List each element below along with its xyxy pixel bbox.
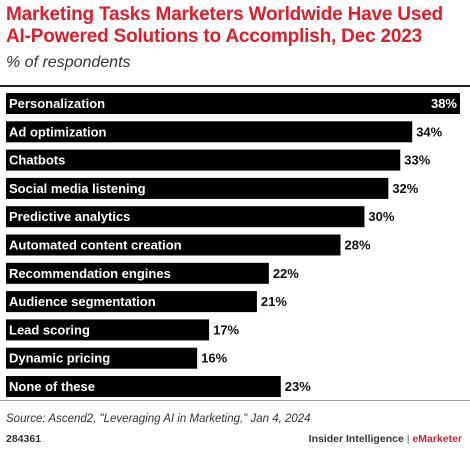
brand-insider-intelligence: Insider Intelligence — [308, 433, 404, 445]
category-label-chatbots: Chatbots — [9, 153, 65, 168]
bar-audience-segmentation — [6, 291, 257, 313]
value-label-social-media-listening: 32% — [392, 181, 418, 196]
chart-title: Marketing Tasks Marketers Worldwide Have… — [6, 4, 443, 47]
source-note: Source: Ascend2, "Leveraging AI in Marke… — [6, 413, 311, 425]
top-rule — [0, 85, 470, 87]
brand-emarketer: eMarketer — [412, 433, 462, 445]
category-label-ad-optimization: Ad optimization — [9, 124, 107, 139]
value-label-lead-scoring: 17% — [213, 322, 239, 337]
category-label-none-of-these: None of these — [9, 379, 95, 394]
category-label-audience-segmentation: Audience segmentation — [9, 294, 156, 309]
bar-chart: Personalization 38% Ad optimization 34% Chat… — [6, 93, 460, 397]
brand-separator: | — [406, 433, 410, 445]
chart-subtitle: % of respondents — [6, 54, 131, 71]
brand-footer: Insider Intelligence | eMarketer — [309, 433, 462, 445]
category-label-personalization: Personalization — [9, 96, 105, 111]
bar-automated-content-creation — [6, 234, 341, 256]
value-label-automated-content-creation: 28% — [345, 238, 371, 253]
value-label-ad-optimization: 34% — [416, 124, 442, 139]
value-label-chatbots: 33% — [404, 153, 430, 168]
bar-predictive-analytics — [6, 206, 365, 228]
value-label-predictive-analytics: 30% — [368, 209, 394, 224]
value-label-audience-segmentation: 21% — [261, 294, 287, 309]
value-label-recommendation-engines: 22% — [273, 266, 299, 281]
bar-social-media-listening — [6, 177, 389, 199]
chart-id: 284361 — [6, 433, 42, 445]
category-label-recommendation-engines: Recommendation engines — [9, 266, 171, 281]
category-label-lead-scoring: Lead scoring — [9, 322, 90, 337]
category-label-predictive-analytics: Predictive analytics — [9, 209, 130, 224]
bar-personalization — [6, 93, 460, 114]
bottom-rule — [0, 400, 470, 401]
bar-none-of-these — [6, 376, 281, 397]
category-label-automated-content-creation: Automated content creation — [9, 238, 182, 253]
bar-ad-optimization — [6, 121, 413, 143]
value-label-personalization: 38% — [431, 96, 457, 111]
bar-chatbots — [6, 149, 401, 171]
category-label-dynamic-pricing: Dynamic pricing — [9, 351, 110, 366]
bar-recommendation-engines — [6, 262, 269, 284]
category-label-social-media-listening: Social media listening — [9, 181, 146, 196]
bar-dynamic-pricing — [6, 347, 198, 369]
value-label-none-of-these: 23% — [285, 379, 311, 394]
bar-lead-scoring — [6, 319, 210, 341]
value-label-dynamic-pricing: 16% — [201, 351, 227, 366]
